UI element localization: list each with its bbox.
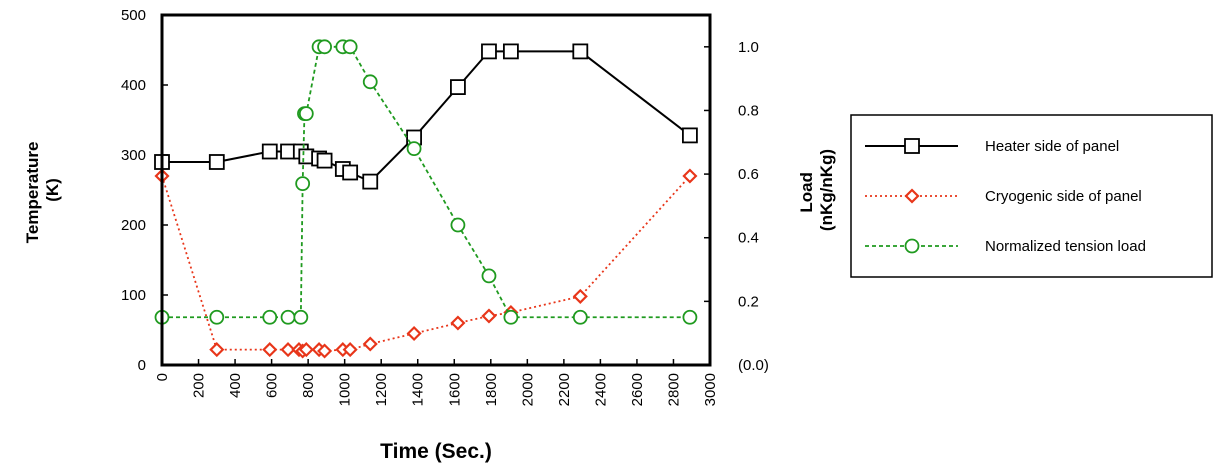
y-left-tick-label: 0 [138, 357, 146, 374]
tick-labels: 0 200 400 600 800 1000 1200 1400 1600 1800 2000 220… [121, 7, 769, 406]
data-point [262, 342, 278, 358]
data-point [572, 43, 589, 60]
y-axis-left-title-line1: Temperature [23, 142, 42, 244]
series-normalized-tension-load [154, 39, 698, 325]
data-point [481, 308, 497, 324]
data-point [208, 154, 225, 170]
legend-marker [904, 188, 920, 204]
y-right-tick-label: 0.4 [738, 230, 759, 247]
x-tick-label: 2200 [556, 373, 573, 406]
data-point [362, 336, 378, 352]
data-point [503, 309, 519, 325]
plot-area [154, 39, 698, 359]
x-tick-label: 2000 [519, 373, 536, 406]
series-line [161, 175, 691, 352]
data-point [682, 168, 698, 184]
legend-entry: Heater side of panel [865, 138, 1119, 155]
data-point [450, 217, 466, 233]
x-tick-label: 1200 [373, 373, 390, 406]
plot-frame [160, 13, 712, 367]
data-point [317, 343, 333, 359]
data-point [293, 309, 309, 325]
data-point [298, 106, 314, 122]
data-point [295, 176, 311, 192]
data-point [572, 288, 588, 304]
data-point [209, 342, 225, 358]
y-left-tick-label: 300 [121, 147, 146, 164]
legend-marker [904, 138, 920, 154]
x-tick-label: 600 [264, 373, 281, 398]
data-point [280, 309, 296, 325]
data-point [362, 74, 378, 90]
y-left-tick-label: 200 [121, 217, 146, 234]
x-tick-label: 0 [154, 373, 171, 381]
x-tick-label: 2600 [629, 373, 646, 406]
legend-label: Normalized tension load [985, 238, 1146, 255]
legend-entry: Normalized tension load [865, 238, 1146, 255]
y-left-tick-label: 500 [121, 7, 146, 24]
legend-label: Heater side of panel [985, 138, 1119, 155]
x-tick-label: 1400 [410, 373, 427, 406]
x-tick-label: 200 [191, 373, 208, 398]
legend-entry: Cryogenic side of panel [865, 188, 1142, 205]
series-line [162, 50, 691, 183]
x-tick-label: 1800 [483, 373, 500, 406]
data-point [502, 43, 519, 60]
axes [160, 13, 712, 367]
y-axis-right-title-line1: Load [797, 172, 816, 213]
legend: Heater side of panel Cryogenic side of pa… [850, 114, 1213, 278]
y-left-tick-label: 100 [121, 287, 146, 304]
series-line [162, 45, 690, 319]
x-axis-title: Time (Sec.) [380, 440, 492, 463]
data-point [682, 309, 698, 325]
series-heater-side-of-panel [154, 43, 698, 190]
data-point [362, 173, 379, 190]
x-tick-label: 1000 [337, 373, 354, 406]
x-tick-label: 2800 [665, 373, 682, 406]
y-axis-left-title: Temperature (K) [23, 137, 62, 243]
data-point [342, 164, 359, 181]
data-point [342, 39, 358, 55]
data-point [572, 309, 588, 325]
data-point [209, 309, 225, 325]
series-cryogenic-side-of-panel [154, 168, 698, 359]
y-right-tick-label: 0.8 [738, 102, 759, 119]
data-point [481, 268, 497, 284]
data-point [261, 143, 278, 160]
data-point [342, 342, 358, 358]
data-point [262, 309, 278, 325]
x-tick-label: 800 [300, 373, 317, 398]
y-right-tick-label: 0.6 [738, 166, 759, 183]
y-axis-left-title-line2: (K) [43, 178, 62, 202]
data-point [316, 152, 333, 169]
y-axis-right-title-line2: (nKg/nKg) [817, 149, 836, 231]
data-point [317, 39, 332, 55]
x-tick-label: 3000 [702, 373, 719, 406]
data-point [450, 79, 466, 95]
y-right-tick-label: 0.2 [738, 293, 759, 310]
data-point [481, 43, 497, 60]
legend-entries: Heater side of panel Cryogenic side of pa… [865, 138, 1146, 255]
data-point [298, 342, 314, 358]
y-right-tick-label: (0.0) [738, 357, 769, 374]
y-axis-right-title: Load (nKg/nKg) [797, 149, 836, 231]
data-point [406, 141, 422, 157]
x-tick-label: 1600 [446, 373, 463, 406]
data-point [280, 342, 296, 358]
y-left-tick-label: 400 [121, 77, 146, 94]
legend-marker [904, 238, 920, 254]
data-point [450, 315, 466, 331]
legend-label: Cryogenic side of panel [985, 188, 1142, 205]
y-right-tick-label: 1.0 [738, 39, 759, 56]
data-point [406, 325, 422, 342]
x-tick-label: 400 [227, 373, 244, 398]
data-point [682, 127, 698, 144]
x-tick-label: 2400 [592, 373, 609, 406]
